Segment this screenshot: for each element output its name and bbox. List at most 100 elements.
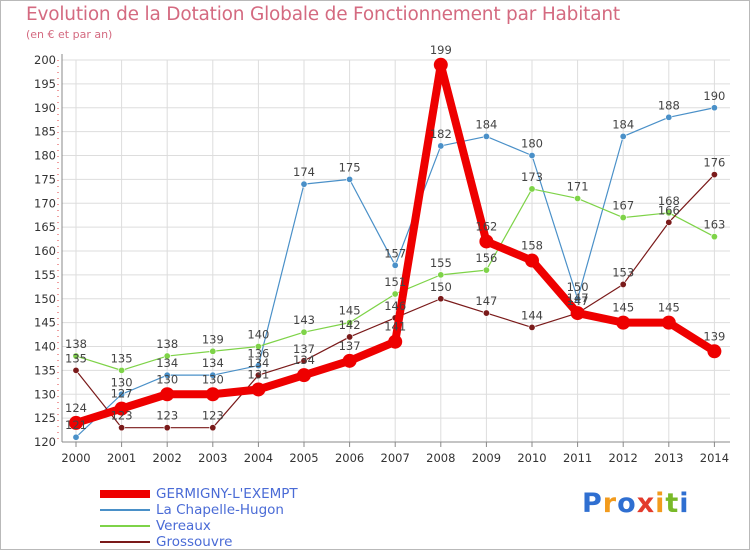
data-point	[72, 352, 80, 360]
data-point	[525, 253, 539, 268]
data-label: 173	[521, 170, 543, 184]
data-label: 137	[293, 342, 315, 356]
data-point	[163, 352, 171, 360]
x-tick-label: 2003	[198, 451, 227, 465]
x-tick-label: 2000	[61, 451, 90, 465]
data-label: 134	[202, 356, 224, 370]
data-label: 153	[612, 265, 634, 279]
data-point	[254, 362, 262, 370]
data-label: 151	[384, 275, 406, 289]
y-tick-label: 125	[34, 411, 56, 425]
x-tick-label: 2011	[563, 451, 592, 465]
y-tick-label: 200	[34, 53, 56, 67]
data-point	[437, 271, 445, 279]
data-label: 163	[703, 218, 725, 232]
data-point	[209, 347, 217, 355]
data-label: 138	[65, 337, 87, 351]
data-point	[118, 424, 126, 432]
legend-swatch	[100, 525, 150, 527]
y-tick-label: 135	[34, 363, 56, 377]
data-point	[391, 261, 399, 269]
data-label: 140	[247, 328, 269, 342]
data-point	[479, 234, 494, 249]
x-tick-label: 2006	[335, 451, 364, 465]
y-tick-label: 170	[34, 196, 56, 210]
data-point	[300, 180, 308, 188]
data-label: 134	[293, 353, 315, 367]
y-tick-label: 175	[34, 172, 56, 186]
x-tick-label: 2002	[153, 451, 182, 465]
data-label: 158	[521, 239, 543, 253]
data-label: 150	[567, 280, 589, 294]
data-point	[619, 280, 627, 288]
legend-label: Vereaux	[156, 518, 211, 534]
data-label: 175	[339, 160, 361, 174]
data-label: 157	[384, 246, 406, 260]
data-point	[254, 342, 262, 350]
data-point	[710, 171, 718, 179]
data-point	[619, 132, 627, 140]
data-point	[528, 185, 536, 193]
data-point	[665, 209, 673, 217]
x-tick-label: 2001	[107, 451, 136, 465]
data-point	[69, 415, 83, 430]
data-label: 130	[111, 375, 133, 389]
data-label: 134	[156, 356, 178, 370]
data-label: 145	[612, 301, 634, 315]
legend-label: Grossouvre	[156, 534, 233, 550]
data-point	[710, 104, 718, 112]
legend-item: GERMIGNY-L'EXEMPT	[100, 486, 400, 502]
logo-letter: P	[582, 488, 603, 519]
logo-letter: i	[679, 488, 690, 519]
x-tick-label: 2005	[289, 451, 318, 465]
data-label: 184	[475, 117, 497, 131]
data-point	[528, 152, 536, 160]
data-label: 166	[658, 203, 680, 217]
data-point	[118, 366, 126, 374]
data-point	[482, 266, 490, 274]
logo-letter: o	[617, 488, 637, 519]
data-point	[619, 214, 627, 222]
y-tick-label: 145	[34, 316, 56, 330]
y-tick-label: 185	[34, 125, 56, 139]
data-label: 190	[703, 89, 725, 103]
x-tick-label: 2007	[381, 451, 410, 465]
data-point	[482, 132, 490, 140]
data-label: 131	[247, 367, 269, 381]
data-point	[300, 328, 308, 336]
data-point	[114, 401, 129, 416]
data-point	[433, 57, 448, 72]
data-label: 130	[156, 372, 178, 386]
data-label: 143	[293, 313, 315, 327]
legend-label: La Chapelle-Hugon	[156, 502, 284, 518]
data-label: 199	[430, 43, 452, 57]
data-label: 150	[430, 280, 452, 294]
legend-item: Grossouvre	[100, 534, 400, 550]
data-label: 145	[658, 301, 680, 315]
data-label: 147	[567, 291, 589, 305]
data-label: 135	[111, 351, 133, 365]
data-point	[118, 390, 126, 398]
data-point	[72, 366, 80, 374]
data-label: 155	[430, 256, 452, 270]
data-label: 171	[567, 179, 589, 193]
data-point	[205, 387, 220, 402]
data-label: 127	[111, 387, 133, 401]
data-label: 176	[703, 156, 725, 170]
series-lines	[69, 57, 722, 441]
data-label: 145	[339, 304, 361, 318]
data-point	[707, 344, 722, 359]
y-tick-label: 165	[34, 220, 56, 234]
data-label: 141	[384, 320, 406, 334]
data-label: 162	[475, 219, 497, 233]
data-label: 174	[293, 165, 315, 179]
data-label: 134	[247, 356, 269, 370]
x-tick-label: 2014	[700, 451, 729, 465]
logo-letter: r	[602, 488, 618, 519]
legend-item: La Chapelle-Hugon	[100, 502, 400, 518]
data-point	[342, 353, 357, 368]
data-label: 156	[475, 251, 497, 265]
x-tick-label: 2012	[609, 451, 638, 465]
data-label: 135	[65, 351, 87, 365]
data-point	[710, 233, 718, 241]
